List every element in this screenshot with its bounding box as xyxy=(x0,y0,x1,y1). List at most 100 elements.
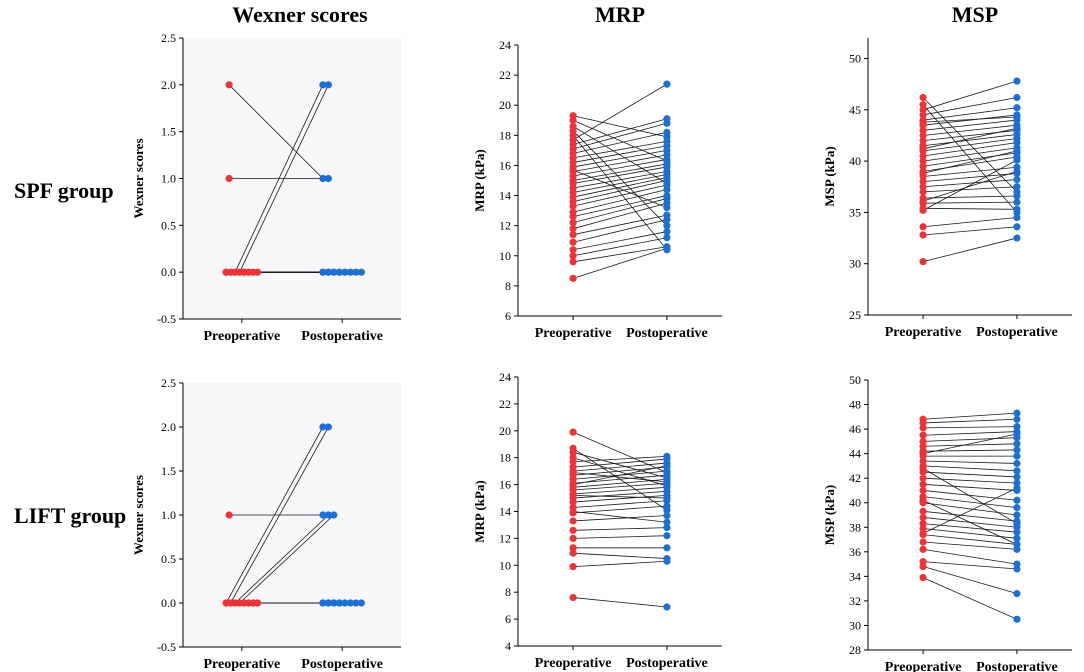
pair-line xyxy=(573,171,667,189)
post-point xyxy=(1013,167,1021,175)
post-point xyxy=(663,228,671,236)
post-point xyxy=(1013,615,1021,623)
y-tick-label: 14 xyxy=(499,505,511,519)
post-point xyxy=(1013,415,1021,423)
post-point xyxy=(1013,467,1021,475)
pair-line xyxy=(573,494,667,499)
pre-point xyxy=(919,126,927,134)
post-point xyxy=(663,80,671,88)
pre-point xyxy=(225,511,233,519)
pair-line xyxy=(573,482,667,491)
pair-line xyxy=(572,125,668,184)
pair-line xyxy=(572,169,668,208)
pre-point xyxy=(919,152,927,160)
pre-point xyxy=(569,208,577,216)
pair-line xyxy=(923,548,1017,565)
pre-point xyxy=(569,549,577,557)
pair-line xyxy=(922,159,1018,211)
pair-line xyxy=(573,166,667,184)
pair-line xyxy=(922,433,1018,455)
y-tick-label: 44 xyxy=(849,447,861,461)
pair-line xyxy=(573,159,667,177)
pair-line xyxy=(923,483,1017,491)
y-tick-label: 1.5 xyxy=(161,125,176,139)
y-tick-label: -0.5 xyxy=(157,312,176,326)
post-point xyxy=(1013,183,1021,191)
pair-line xyxy=(572,122,668,150)
post-point xyxy=(1013,147,1021,155)
pre-point xyxy=(569,225,577,233)
y-tick-label: 24 xyxy=(499,38,511,52)
post-point xyxy=(1013,198,1021,206)
pre-point xyxy=(919,450,927,458)
pre-point xyxy=(919,188,927,196)
post-point xyxy=(357,599,365,607)
post-point xyxy=(1013,175,1021,184)
pair-line xyxy=(573,149,667,168)
pair-line xyxy=(572,177,668,198)
pair-line xyxy=(230,426,329,604)
pre-point xyxy=(569,534,577,543)
pair-line xyxy=(923,534,1017,545)
pair-line xyxy=(923,217,1017,228)
post-point xyxy=(1013,208,1021,217)
column-title-msp: MSP xyxy=(951,2,999,27)
y-tick-label: 10 xyxy=(499,558,511,572)
post-point xyxy=(663,506,671,514)
y-tick-label: 2.0 xyxy=(161,420,176,434)
post-point xyxy=(1013,560,1021,568)
y-tick-label: 46 xyxy=(849,422,861,436)
pair-line xyxy=(923,173,1017,183)
pair-line xyxy=(572,119,668,162)
pair-line xyxy=(239,84,329,273)
pre-point xyxy=(569,481,577,489)
pre-point xyxy=(225,174,233,183)
y-tick-label: 2.5 xyxy=(161,376,176,390)
y-tick-label: 0.5 xyxy=(161,552,176,566)
pre-point xyxy=(919,545,927,553)
chart-panel-5: 28 30 32 34 36 38 40 42 44 46 48 50 MSP (kPa) Preoper… xyxy=(822,373,1072,672)
post-point xyxy=(663,478,671,486)
y-axis-title: Wexner scores xyxy=(131,138,146,218)
pair-line xyxy=(923,124,1017,136)
y-tick-label: 2.0 xyxy=(161,78,176,92)
post-point xyxy=(663,191,671,200)
pair-line xyxy=(923,119,1017,131)
y-tick-label: 45 xyxy=(849,103,861,117)
y-tick-label: 4 xyxy=(505,639,511,653)
chart-panel-4: 4 6 8 10 12 14 16 18 20 22 24 MRP (kPa) Preoperative… xyxy=(472,370,722,671)
y-tick-label: 24 xyxy=(499,370,511,384)
post-point xyxy=(346,268,354,276)
x-category-label: Postoperative xyxy=(976,660,1058,672)
y-tick-label: 12 xyxy=(499,219,511,233)
pair-line xyxy=(923,207,1017,210)
pre-point xyxy=(919,178,927,186)
x-category-label: Postoperative xyxy=(976,325,1058,340)
pre-point xyxy=(919,136,927,145)
pair-line xyxy=(572,189,668,213)
y-tick-label: 28 xyxy=(849,643,861,657)
pre-point xyxy=(569,238,577,246)
pair-line xyxy=(572,431,668,473)
x-category-label: Preoperative xyxy=(535,656,612,671)
post-point xyxy=(341,599,349,607)
post-point xyxy=(319,174,327,183)
post-point xyxy=(663,234,671,242)
y-tick-label: 40 xyxy=(849,154,861,168)
pair-line xyxy=(572,115,668,138)
y-tick-label: 1.0 xyxy=(161,172,176,186)
post-point xyxy=(330,599,338,607)
pre-point xyxy=(919,258,927,266)
pair-line xyxy=(573,455,667,463)
y-tick-label: 1.5 xyxy=(161,464,176,478)
y-tick-label: 18 xyxy=(499,128,511,142)
post-point xyxy=(1013,534,1021,542)
pair-line xyxy=(573,140,667,159)
pair-line xyxy=(572,451,668,479)
post-point xyxy=(1013,540,1021,549)
pair-line xyxy=(923,490,1017,501)
x-category-label: Postoperative xyxy=(301,657,383,672)
post-point xyxy=(330,511,338,519)
pair-line xyxy=(922,577,1018,620)
pair-line xyxy=(572,118,668,145)
